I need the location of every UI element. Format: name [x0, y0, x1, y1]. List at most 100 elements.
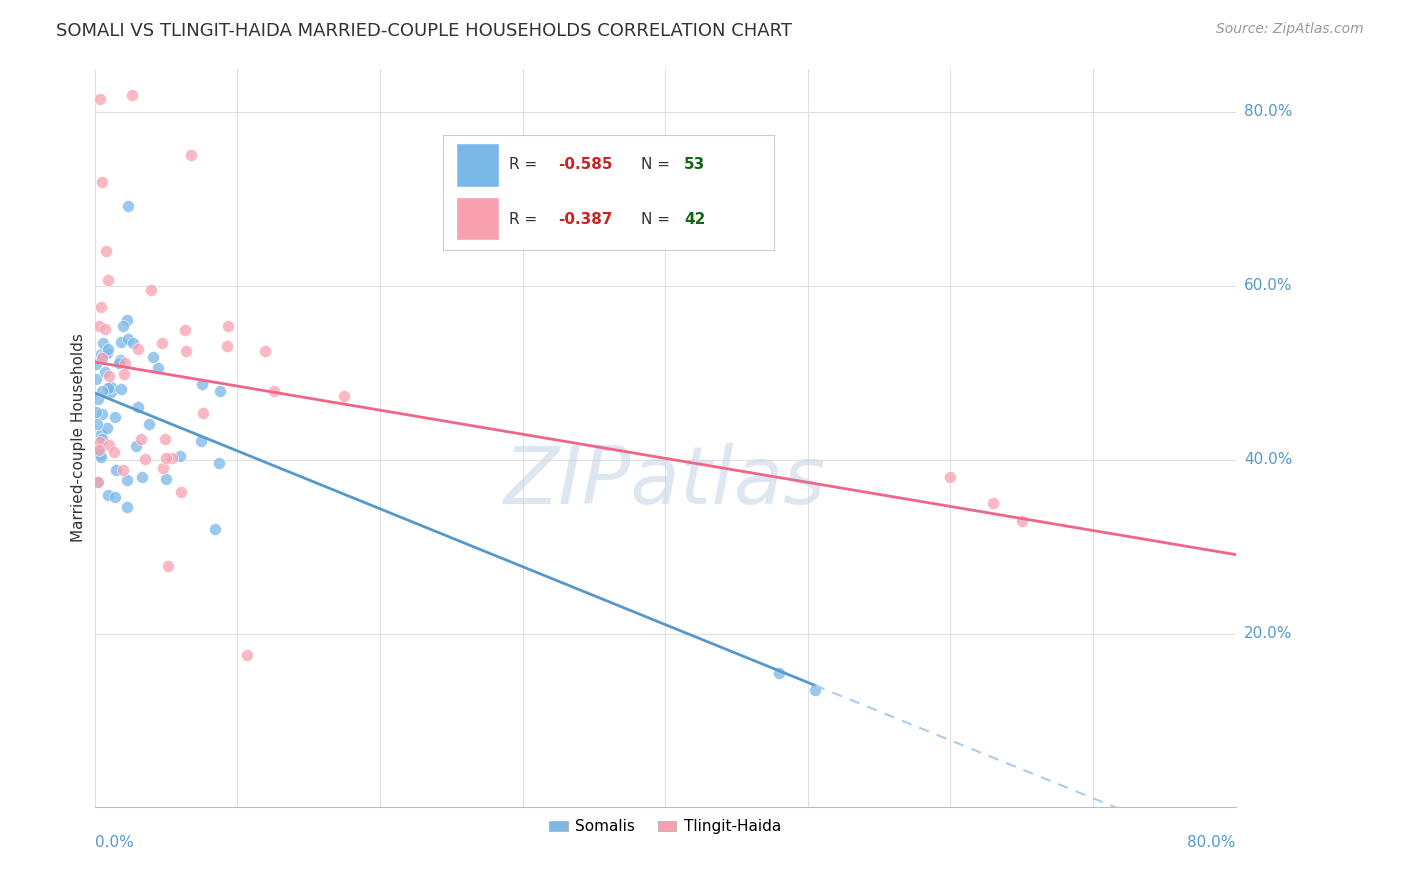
Point: [150, 336, 173, 351]
Point: [96, 488, 118, 502]
Point: [89, 92, 111, 106]
Point: [97, 381, 120, 395]
Point: [191, 406, 214, 420]
Point: [804, 683, 827, 698]
Point: [155, 472, 177, 486]
Point: [91, 335, 114, 350]
Point: [90, 384, 112, 398]
Point: [104, 410, 127, 425]
Point: [111, 318, 134, 333]
Point: [125, 439, 148, 453]
Point: [90, 175, 112, 189]
Y-axis label: Married-couple Households: Married-couple Households: [72, 334, 86, 542]
Point: [90, 351, 112, 365]
Point: [90, 433, 112, 447]
Point: [204, 522, 226, 536]
Text: 0.0%: 0.0%: [94, 835, 134, 850]
Point: [208, 384, 231, 398]
Point: [115, 500, 138, 515]
Point: [138, 417, 160, 431]
Point: [939, 470, 962, 484]
Point: [174, 343, 197, 358]
Text: 80.0%: 80.0%: [1188, 835, 1236, 850]
Point: [108, 355, 131, 369]
Point: [112, 367, 135, 381]
Point: [84, 405, 107, 419]
Point: [129, 433, 152, 447]
Point: [94, 365, 117, 379]
Point: [131, 470, 153, 484]
Point: [90, 347, 112, 361]
Point: [122, 335, 145, 350]
Point: [86, 417, 108, 431]
Point: [162, 450, 184, 465]
Point: [112, 463, 135, 477]
Point: [104, 491, 127, 505]
Point: [981, 496, 1004, 510]
Point: [217, 318, 239, 333]
Point: [236, 648, 259, 662]
Point: [90, 300, 112, 314]
Point: [110, 382, 132, 396]
Point: [208, 456, 231, 470]
Point: [170, 484, 193, 499]
Point: [96, 421, 118, 435]
Point: [254, 343, 277, 358]
Point: [139, 283, 162, 297]
Point: [263, 384, 285, 399]
Point: [152, 461, 174, 475]
Point: [87, 319, 110, 334]
Point: [105, 463, 128, 477]
Point: [91, 349, 114, 363]
Point: [100, 384, 122, 399]
Point: [114, 356, 136, 370]
Point: [169, 449, 191, 463]
Point: [156, 559, 179, 574]
Text: 20.0%: 20.0%: [1244, 626, 1292, 641]
Point: [142, 350, 165, 364]
Point: [90, 407, 112, 421]
Point: [94, 322, 117, 336]
Point: [96, 345, 118, 359]
Point: [148, 360, 170, 375]
Point: [1011, 514, 1033, 528]
Point: [97, 438, 120, 452]
Point: [127, 400, 149, 414]
Point: [117, 333, 139, 347]
Point: [180, 148, 202, 162]
Text: SOMALI VS TLINGIT-HAIDA MARRIED-COUPLE HOUSEHOLDS CORRELATION CHART: SOMALI VS TLINGIT-HAIDA MARRIED-COUPLE H…: [56, 22, 792, 40]
Point: [215, 339, 238, 353]
Point: [96, 342, 118, 356]
Point: [89, 442, 111, 456]
Text: Source: ZipAtlas.com: Source: ZipAtlas.com: [1216, 22, 1364, 37]
Point: [121, 87, 143, 102]
Point: [89, 435, 111, 450]
Point: [87, 475, 110, 490]
Point: [110, 352, 132, 367]
Point: [174, 323, 197, 337]
Point: [90, 426, 112, 441]
Text: ZIPatlas: ZIPatlas: [505, 443, 827, 521]
Point: [155, 451, 177, 466]
Point: [94, 244, 117, 258]
Text: 40.0%: 40.0%: [1244, 452, 1292, 467]
Point: [134, 452, 156, 467]
Point: [110, 334, 132, 349]
Point: [89, 449, 111, 463]
Point: [86, 475, 108, 489]
Point: [191, 377, 214, 392]
Point: [333, 389, 356, 403]
Point: [153, 433, 176, 447]
Point: [103, 445, 125, 459]
Text: 80.0%: 80.0%: [1244, 104, 1292, 120]
Point: [89, 442, 111, 457]
Point: [117, 473, 139, 487]
Point: [84, 372, 107, 386]
Text: 60.0%: 60.0%: [1244, 278, 1292, 293]
Point: [190, 434, 212, 449]
Point: [100, 380, 122, 394]
Point: [87, 392, 110, 406]
Legend: Somalis, Tlingit-Haida: Somalis, Tlingit-Haida: [543, 814, 787, 840]
Point: [117, 199, 139, 213]
Point: [115, 312, 138, 326]
